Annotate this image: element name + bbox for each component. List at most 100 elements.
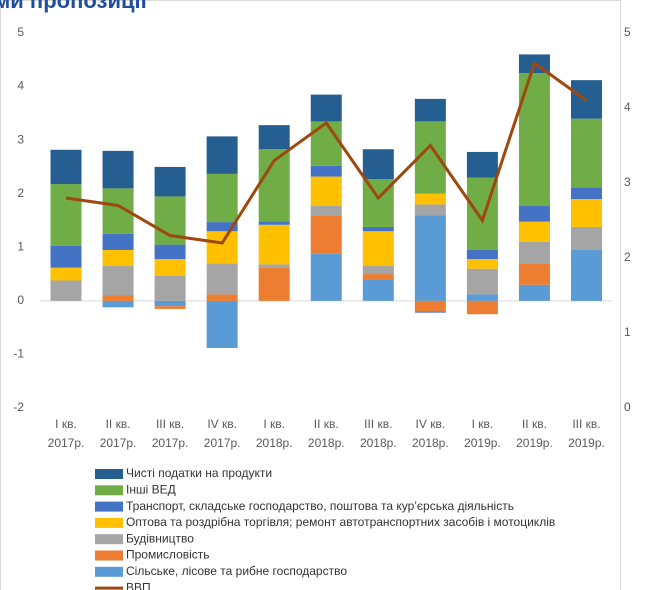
- x-tick-label: III кв.: [572, 417, 600, 431]
- bar-segment: [414, 311, 446, 313]
- x-tick-label: 2018р.: [256, 436, 293, 450]
- bar-segment: [206, 231, 238, 264]
- bar-segment: [571, 199, 602, 227]
- bar-segment: [206, 222, 238, 232]
- x-tick-label: IV кв.: [416, 417, 446, 431]
- bar-segment: [258, 221, 290, 225]
- bar-segment: [310, 215, 342, 254]
- x-tick-label: I кв.: [472, 417, 494, 431]
- bar-segment: [310, 165, 342, 177]
- bar-segment: [258, 224, 290, 265]
- x-tick-label: IV кв.: [207, 417, 237, 431]
- legend-label: Сільське, лісове та рибне господарство: [126, 564, 347, 578]
- bar-segment: [466, 300, 498, 315]
- bar-segment: [50, 280, 82, 301]
- bar-segment: [206, 300, 238, 348]
- bar-segment: [571, 249, 602, 301]
- legend-label: Чисті податки на продукти: [126, 466, 272, 480]
- bar-segment: [154, 300, 186, 307]
- y2-tick-label: 2: [624, 250, 631, 264]
- bar-segment: [154, 306, 186, 309]
- y-tick-label: 3: [17, 132, 24, 146]
- legend-swatch: [95, 550, 123, 561]
- bar-segment: [362, 274, 394, 280]
- bar-segment: [206, 263, 238, 295]
- x-tick-label: 2017р.: [152, 436, 189, 450]
- y-tick-label: 2: [17, 186, 24, 200]
- bar-segment: [258, 264, 290, 268]
- y2-tick-label: 4: [624, 100, 631, 114]
- legend-label: ВВП: [126, 580, 151, 590]
- y-tick-label: 4: [17, 79, 24, 93]
- bar-segment: [571, 118, 602, 188]
- x-tick-label: I кв.: [55, 417, 77, 431]
- bar-segment: [102, 150, 134, 189]
- bar-segment: [362, 231, 394, 267]
- x-tick-label: III кв.: [364, 417, 392, 431]
- y2-tick-label: 5: [624, 25, 631, 39]
- bar-segment: [102, 300, 134, 308]
- bar-segment: [50, 267, 82, 281]
- x-tick-label: 2019р.: [464, 436, 501, 450]
- x-tick-label: 2019р.: [516, 436, 553, 450]
- legend-label: Інші ВЕД: [126, 482, 176, 496]
- x-tick-label: 2018р.: [308, 436, 345, 450]
- bar-segment: [414, 98, 446, 122]
- bar-segment: [102, 233, 134, 250]
- chart-title: ми пропозиції: [0, 0, 148, 13]
- legend-swatch: [95, 566, 123, 577]
- bar-segment: [518, 263, 550, 285]
- bar-segment: [518, 221, 550, 242]
- legend-swatch: [95, 517, 123, 528]
- bar-segment: [102, 295, 134, 301]
- line-series: [65, 60, 588, 245]
- bar-segment: [518, 284, 550, 301]
- y-tick-label: 5: [17, 25, 24, 39]
- x-tick-label: 2018р.: [412, 436, 449, 450]
- x-tick-label: 2017р.: [48, 436, 85, 450]
- bar-segment: [466, 249, 498, 260]
- bar-segment: [362, 149, 394, 180]
- bar-segment: [310, 206, 342, 216]
- legend-label: Транспорт, складське господарство, пошто…: [126, 499, 514, 513]
- y-tick-label: 0: [17, 293, 24, 307]
- bar-segment: [466, 259, 498, 269]
- bar-segment: [154, 166, 186, 197]
- bar-segment: [466, 268, 498, 295]
- x-tick-label: II кв.: [106, 417, 131, 431]
- bar-segment: [310, 121, 342, 166]
- x-tick-label: I кв.: [263, 417, 285, 431]
- legend-label: Оптова та роздрібна торгівля; ремонт авт…: [126, 515, 555, 529]
- x-tick-label: II кв.: [522, 417, 547, 431]
- bar-segment: [571, 187, 602, 200]
- bar-segment: [154, 259, 186, 276]
- legend-swatch: [95, 485, 123, 496]
- bar-segment: [414, 204, 446, 216]
- bar-segment: [518, 241, 550, 264]
- legend-label: Будівництво: [126, 531, 194, 545]
- bar-segment: [50, 245, 82, 268]
- x-tick-label: 2017р.: [204, 436, 241, 450]
- y2-tick-label: 0: [624, 400, 631, 414]
- bar-segment: [362, 279, 394, 301]
- bar-segment: [206, 136, 238, 174]
- x-tick-label: III кв.: [156, 417, 184, 431]
- bar-segment: [414, 193, 446, 205]
- x-tick-label: 2018р.: [360, 436, 397, 450]
- y-tick-label: -1: [13, 347, 24, 361]
- bar-segment: [414, 215, 446, 301]
- x-tick-label: 2017р.: [100, 436, 137, 450]
- bar-segment: [310, 253, 342, 301]
- legend-label: Промисловість: [126, 548, 210, 562]
- bar-segment: [258, 125, 290, 150]
- bar-segment: [414, 300, 446, 312]
- bar-segment: [206, 173, 238, 223]
- legend-swatch: [95, 501, 123, 512]
- x-tick-label: II кв.: [314, 417, 339, 431]
- bar-segment: [154, 244, 186, 260]
- bar-segment: [310, 176, 342, 207]
- legend-swatch: [95, 469, 123, 479]
- bar-segment: [102, 249, 134, 267]
- y-tick-label: 1: [17, 239, 24, 253]
